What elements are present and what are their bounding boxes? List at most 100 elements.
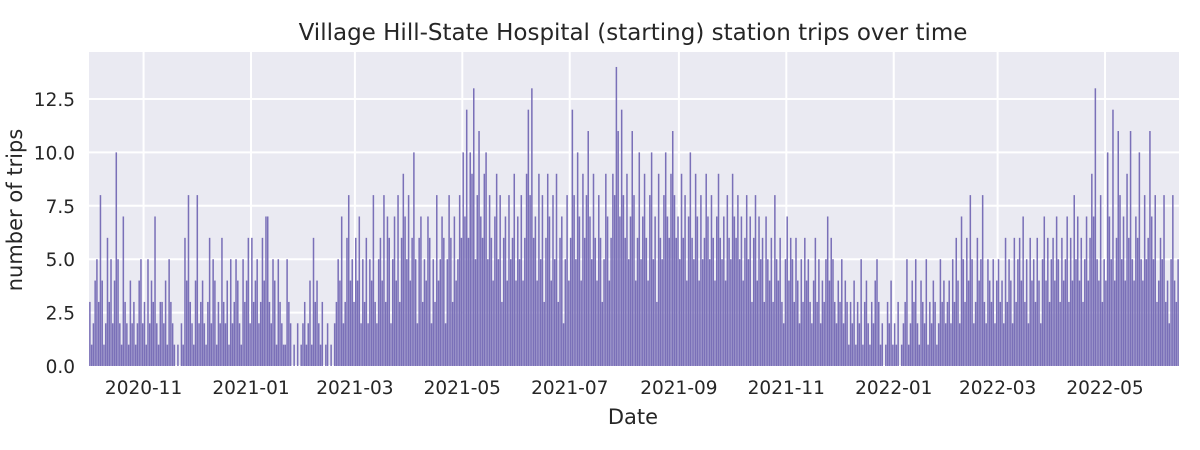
trip-bar — [300, 344, 302, 366]
trip-bar — [728, 237, 730, 366]
trip-bar — [340, 216, 343, 366]
trip-bar — [659, 237, 662, 366]
trip-bar — [911, 280, 913, 366]
trip-bar — [804, 237, 806, 366]
trip-bar — [1131, 259, 1134, 366]
trip-bar — [1018, 237, 1021, 366]
trip-bar — [571, 109, 574, 367]
trip-bar — [904, 301, 906, 366]
trip-bar — [201, 280, 204, 366]
trip-bar — [1173, 280, 1176, 366]
trip-bar — [557, 301, 560, 366]
trip-bar — [423, 259, 426, 366]
trip-bar — [520, 195, 523, 366]
trip-bar — [710, 195, 713, 366]
trip-bar — [1038, 280, 1040, 366]
trip-bar — [649, 195, 651, 366]
trip-bar — [629, 216, 632, 366]
trip-bar — [117, 259, 119, 366]
trip-bar — [439, 259, 442, 366]
trip-bar — [152, 301, 155, 366]
trip-bar — [259, 301, 262, 366]
trip-bar — [788, 280, 790, 366]
trip-bar — [434, 301, 436, 366]
trip-bar — [800, 259, 803, 366]
trip-bar — [104, 323, 107, 366]
trip-bar — [235, 259, 237, 366]
trip-bar — [1106, 152, 1109, 366]
trip-bar — [1156, 301, 1158, 366]
trip-bar — [569, 237, 572, 366]
trip-bar — [881, 323, 884, 366]
trip-bar — [217, 301, 220, 366]
trip-bar — [159, 301, 162, 366]
trip-bar — [789, 237, 792, 366]
trip-bar — [1110, 259, 1112, 366]
trip-bar — [1006, 301, 1009, 366]
trip-bar — [941, 301, 943, 366]
trip-bar — [929, 301, 931, 366]
trip-bar — [1126, 173, 1128, 366]
trip-bar — [663, 195, 665, 366]
trip-bar — [592, 173, 595, 366]
trip-bar — [770, 237, 773, 366]
trip-bar — [791, 259, 794, 366]
trip-bar — [140, 259, 142, 366]
trip-bar — [96, 259, 98, 366]
trip-bar — [640, 259, 642, 366]
trip-bar — [177, 344, 179, 366]
trip-bar — [555, 173, 558, 366]
trip-bar — [969, 195, 972, 366]
trip-bar — [1032, 259, 1035, 366]
trip-bar — [967, 280, 970, 366]
trip-bar — [207, 301, 209, 366]
trip-bar — [848, 344, 850, 366]
trip-bar — [642, 216, 644, 366]
trip-bar — [282, 344, 285, 366]
trip-bar — [691, 237, 693, 366]
trip-bar — [129, 280, 132, 366]
trip-bar — [615, 66, 618, 366]
y-tick-label: 2.5 — [46, 304, 75, 325]
trip-bar — [268, 301, 271, 366]
trip-bar — [1073, 195, 1075, 366]
trip-bar — [1136, 237, 1139, 366]
trip-bar — [198, 323, 200, 366]
trip-bar — [214, 280, 216, 366]
trip-bar — [1145, 259, 1148, 366]
trip-bar — [147, 259, 149, 366]
trip-bar — [902, 323, 905, 366]
trip-bar — [1168, 323, 1171, 366]
trip-bar — [420, 216, 422, 366]
trip-bar — [303, 301, 306, 366]
trip-bar — [814, 237, 817, 366]
trip-bar — [92, 323, 95, 366]
trip-bar — [335, 301, 338, 366]
trip-bar — [657, 173, 660, 366]
trip-bar — [805, 280, 808, 366]
trip-bar — [816, 301, 818, 366]
trip-bar — [233, 301, 236, 366]
trip-bar — [867, 323, 869, 366]
trip-bar — [281, 323, 283, 366]
trip-bar — [865, 280, 868, 366]
trip-bar — [619, 216, 621, 366]
trip-bar — [997, 259, 1000, 366]
trip-bar — [222, 301, 225, 366]
trip-bar — [393, 216, 396, 366]
trip-bar — [1003, 323, 1005, 366]
trip-bar — [307, 323, 309, 366]
trip-bar — [638, 152, 641, 366]
trip-bar — [349, 280, 352, 366]
trip-bar — [585, 195, 588, 366]
trip-bar — [481, 237, 484, 366]
trip-bar — [532, 237, 535, 366]
trip-bar — [825, 259, 827, 366]
trip-bar — [673, 195, 676, 366]
trip-bar — [988, 280, 991, 366]
trip-bar — [959, 323, 961, 366]
trip-bar — [1101, 301, 1104, 366]
y-tick-label: 10.0 — [34, 143, 75, 164]
trip-bar — [1138, 152, 1141, 366]
trip-bar — [708, 259, 711, 366]
